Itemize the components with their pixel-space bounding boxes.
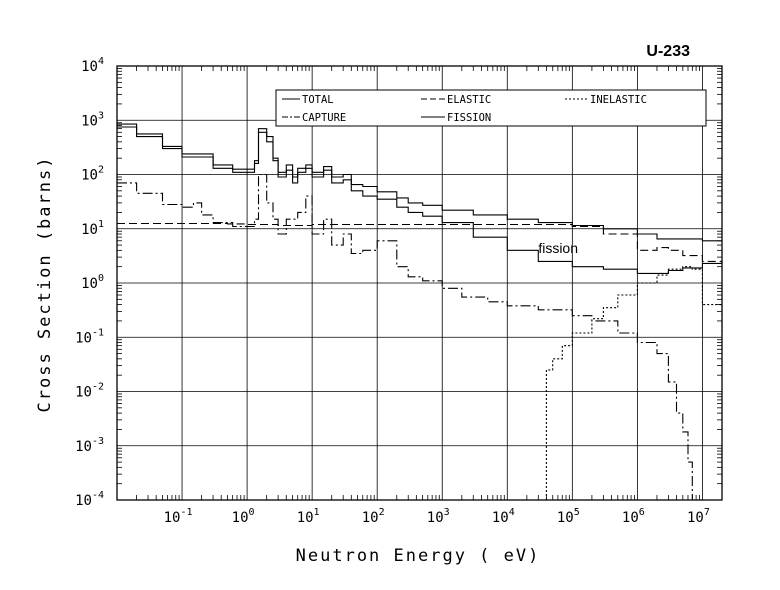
y-tick-label: 10-2 — [75, 382, 104, 401]
y-tick-label: 103 — [81, 110, 104, 129]
x-tick-label: 101 — [297, 507, 320, 526]
legend-box — [275, 89, 707, 127]
grid-lines — [117, 65, 722, 501]
series-elastic-line — [117, 222, 723, 265]
chart-title: U-233 — [646, 43, 690, 60]
x-axis-title: Neutron Energy ( eV) — [296, 546, 541, 566]
legend-label-total: TOTAL — [302, 94, 334, 106]
y-tick-labels: 10-4 10-3 10-2 10-1 100 101 102 103 104 — [75, 56, 104, 509]
y-tick-label: 101 — [81, 219, 104, 238]
annotations: fission — [538, 240, 578, 256]
x-tick-label: 100 — [232, 507, 255, 526]
legend-label-capture: CAPTURE — [302, 112, 346, 124]
series-layer — [117, 123, 723, 500]
x-tick-label: 107 — [687, 507, 710, 526]
legend: TOTAL ELASTIC INELASTIC CAPTURE FISSION — [275, 89, 707, 127]
y-tick-label: 104 — [81, 56, 104, 75]
legend-label-fission: FISSION — [447, 112, 491, 124]
x-tick-label: 106 — [622, 507, 645, 526]
y-axis-title: Cross Section (barns) — [35, 156, 55, 413]
plot-frame — [116, 65, 723, 501]
axis-ticks — [117, 66, 723, 500]
x-tick-label: 103 — [427, 507, 450, 526]
x-tick-label: 102 — [362, 507, 385, 526]
x-tick-label: 105 — [557, 507, 580, 526]
series-inelastic-line — [545, 266, 723, 500]
series-fission-line — [117, 126, 723, 274]
x-tick-labels: 10-1 100 101 102 103 104 105 106 107 — [164, 507, 710, 526]
annotation-label: fission — [538, 240, 578, 256]
y-tick-label: 102 — [81, 165, 104, 184]
y-tick-label: 10-4 — [75, 490, 104, 509]
legend-label-inelastic: INELASTIC — [590, 94, 647, 106]
x-tick-label: 104 — [492, 507, 515, 526]
x-tick-label: 10-1 — [164, 507, 193, 526]
series-capture-line — [117, 173, 693, 500]
y-tick-label: 10-1 — [75, 327, 104, 346]
y-tick-label: 100 — [81, 273, 104, 292]
y-tick-label: 10-3 — [75, 436, 104, 455]
legend-label-elastic: ELASTIC — [447, 94, 491, 106]
